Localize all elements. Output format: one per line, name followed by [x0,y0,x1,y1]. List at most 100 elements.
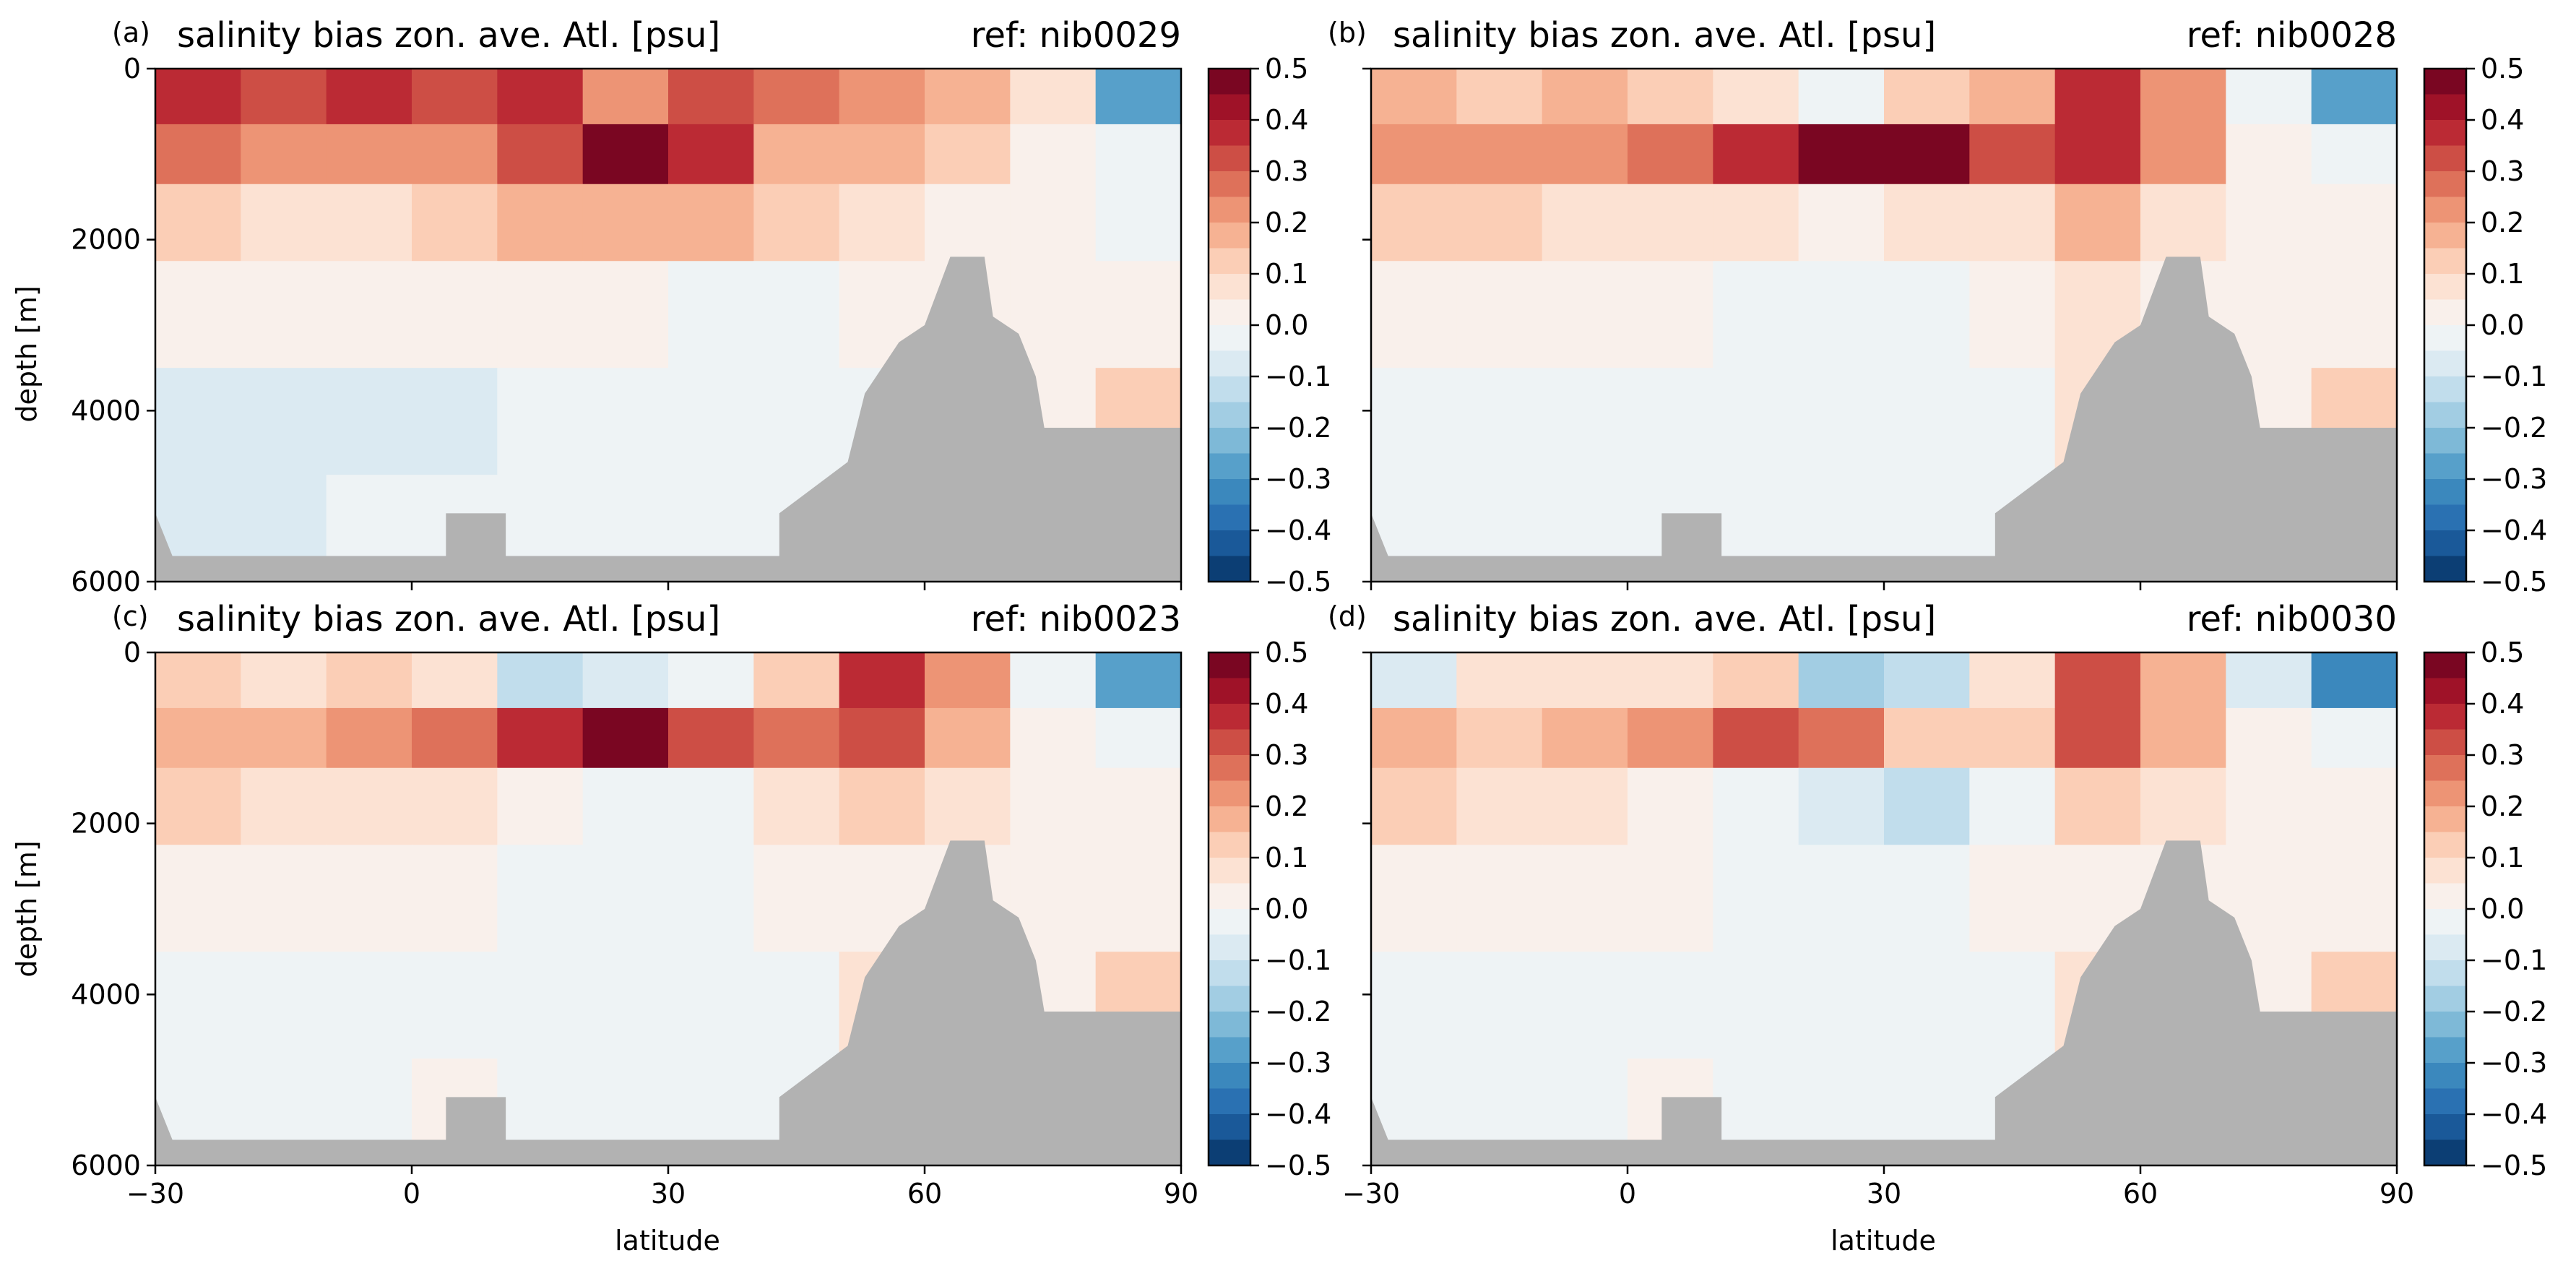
heatmap-cell [1798,845,1885,952]
colorbar-tick-label: −0.3 [2481,463,2547,495]
colorbar-tick-label: −0.1 [1265,361,1331,392]
colorbar-level [2424,223,2466,249]
heatmap-cell [497,845,584,952]
heatmap-cell [1628,767,1713,845]
colorbar-tick-label: −0.5 [1265,566,1331,598]
colorbar-tick-label: 0.0 [1265,893,1308,925]
heatmap-cell [1713,767,1799,845]
heatmap-cell [753,652,840,709]
heatmap-cell [497,652,584,709]
colorbar-level [1209,145,1250,172]
heatmap-cell [668,261,754,368]
heatmap-cell [1713,261,1799,368]
heatmap-cell [1969,184,2056,262]
panel-d-plot-area [1370,651,2398,1167]
heatmap-cell [1095,124,1181,185]
colorbar-level [1209,530,1250,556]
colorbar-tick-label: 0.4 [2481,688,2524,720]
heatmap-cell [2140,767,2226,845]
heatmap-cell [1456,368,1543,475]
heatmap-cell [2311,124,2397,185]
colorbar-level [1209,197,1250,223]
y-tick-label: 4000 [71,978,141,1010]
heatmap-cell [582,261,669,368]
heatmap-cell [1456,184,1543,262]
heatmap-cell [1798,767,1885,845]
heatmap-cell [1456,952,1543,1059]
colorbar-level [2424,1012,2466,1038]
heatmap-cell [925,69,1011,125]
colorbar-level [2424,171,2466,197]
colorbar-level [2424,94,2466,121]
heatmap-cell [412,845,498,952]
heatmap-cell [753,69,840,125]
colorbar-level [1209,1037,1250,1064]
panel-a-y-axis-label: depth [m] [11,285,43,422]
heatmap-cell [1371,652,1457,709]
panel-b: (b) salinity bias zon. ave. Atl. [psu] r… [1328,15,2547,598]
heatmap-cell [1010,767,1097,845]
heatmap-cell [1798,652,1885,709]
heatmap-cell [412,184,498,262]
heatmap-cell [2311,767,2397,845]
panel-a-reference: ref: nib0029 [971,15,1181,56]
panel-c-reference: ref: nib0023 [971,599,1181,639]
colorbar-level [1209,376,1250,402]
heatmap-cell [155,652,241,709]
colorbar-level [2424,780,2466,807]
colorbar-level [1209,1088,1250,1115]
colorbar-level [2424,402,2466,428]
colorbar-level [1209,299,1250,326]
panel-b-letter: (b) [1328,17,1367,48]
heatmap-cell [2226,767,2312,845]
x-tick-label: 30 [1867,1178,1901,1210]
heatmap-cell [753,124,840,185]
heatmap-cell [241,707,327,769]
colorbar-level [2424,1139,2466,1166]
colorbar-level [2424,1114,2466,1140]
colorbar-level [1209,274,1250,300]
heatmap-cell [2226,69,2312,125]
colorbar-tick-label: −0.3 [1265,463,1331,495]
heatmap-cell [1884,952,1970,1059]
colorbar-tick-label: 0.5 [1265,53,1308,85]
heatmap-cell [1969,69,2056,125]
heatmap-cell [1713,124,1799,185]
colorbar-level [1209,479,1250,505]
heatmap-cell [1542,767,1628,845]
heatmap-cell [2140,184,2226,262]
heatmap-cell [582,368,669,475]
heatmap-cell [155,368,241,475]
heatmap-cell [2054,707,2141,769]
y-tick-label: 6000 [71,566,141,598]
colorbar-level [1209,223,1250,249]
x-tick-label: 0 [1619,1178,1636,1210]
y-tick-label: 2000 [71,224,141,256]
colorbar-tick-label: 0.2 [2481,790,2524,822]
heatmap-cell [925,767,1011,845]
heatmap-cell [497,952,584,1059]
heatmap-cell [2140,652,2226,709]
heatmap-cells [155,652,1181,1165]
heatmap-cell [1798,69,1885,125]
heatmap-cell [1010,184,1097,262]
heatmap-cell [668,69,754,125]
colorbar-level [1209,934,1250,961]
colorbar-level [2424,1088,2466,1115]
heatmap-cell [1542,707,1628,769]
heatmap-cell [1969,952,2056,1059]
heatmap-cell [1628,184,1713,262]
panel-d-x-ticks: −30 0 30 60 90 [1342,1165,2414,1210]
heatmap-cell [2226,652,2312,709]
colorbar-level [2424,909,2466,935]
x-tick-label: 60 [907,1178,942,1210]
panel-d-title: salinity bias zon. ave. Atl. [psu] [1393,599,1936,639]
colorbar-level [1209,960,1250,986]
heatmap-cell [925,707,1011,769]
panel-a-plot-area [154,67,1183,583]
heatmap-cell [668,184,754,262]
colorbar-level [2424,197,2466,223]
heatmap-cell [241,69,327,125]
heatmap-cell [1010,707,1097,769]
colorbar-level [1209,1012,1250,1038]
